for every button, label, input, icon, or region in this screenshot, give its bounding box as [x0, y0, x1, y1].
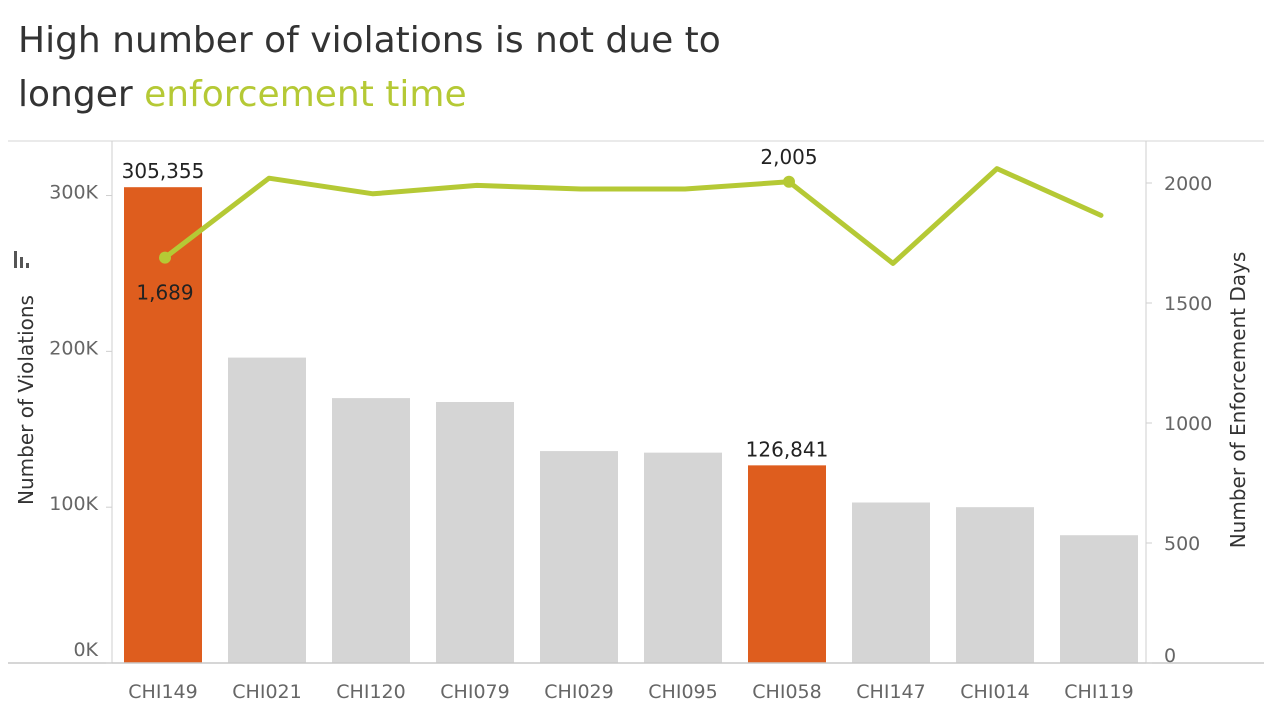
- line-point-chi058: [783, 175, 795, 188]
- left-tick-label: 100K: [49, 493, 98, 515]
- x-tick-label: CHI149: [128, 681, 197, 703]
- enforcement-days-line: [162, 166, 1104, 266]
- line-data-label: 2,005: [760, 145, 817, 169]
- line-data-label: 1,689: [136, 281, 193, 305]
- line-point-chi149: [159, 251, 171, 264]
- bar-chi021: [228, 357, 306, 663]
- right-tick-label: 500: [1164, 533, 1200, 555]
- title-line-1: High number of violations is not due to: [18, 20, 721, 61]
- x-tick-label: CHI014: [960, 681, 1029, 703]
- sort-icon-bar: [14, 251, 17, 268]
- x-tick-label: CHI079: [440, 681, 509, 703]
- x-tick-label: CHI021: [232, 681, 301, 703]
- x-tick-label: CHI120: [336, 681, 405, 703]
- bar-chi029: [540, 451, 618, 663]
- chart-title: High number of violations is not due to …: [18, 14, 721, 122]
- bar-chi149: [124, 187, 202, 663]
- bar-data-label: 126,841: [746, 437, 829, 461]
- left-axis-title: Number of Violations: [14, 295, 38, 505]
- x-tick-label: CHI119: [1064, 681, 1133, 703]
- title-highlight: enforcement time: [144, 74, 467, 115]
- right-axis-title: Number of Enforcement Days: [1226, 252, 1250, 549]
- title-line-2-plain: longer: [18, 74, 145, 115]
- title-line-2: longer enforcement time: [18, 68, 721, 122]
- right-tick-label: 1000: [1164, 413, 1212, 435]
- x-tick-label: CHI029: [544, 681, 613, 703]
- bar-chi120: [332, 398, 410, 663]
- x-tick-label: CHI095: [648, 681, 717, 703]
- right-tick-label: 1500: [1164, 293, 1212, 315]
- x-tick-label: CHI058: [752, 681, 821, 703]
- bar-chi147: [852, 502, 930, 663]
- left-tick-label: 300K: [49, 182, 98, 204]
- bar-data-label: 305,355: [122, 159, 205, 183]
- sort-icon-bar: [26, 263, 29, 268]
- bar-chi095: [644, 452, 722, 663]
- left-tick-label: 200K: [49, 337, 98, 359]
- x-tick-label: CHI147: [856, 681, 925, 703]
- bar-chi058: [748, 465, 826, 663]
- sort-icon-bar: [20, 257, 23, 268]
- left-tick-label: 0K: [73, 639, 98, 661]
- bar-chi014: [956, 507, 1034, 663]
- sort-icon[interactable]: [14, 251, 29, 268]
- bar-chi119: [1060, 535, 1138, 663]
- bar-chi079: [436, 402, 514, 663]
- right-tick-label: 2000: [1164, 173, 1212, 195]
- right-tick-label: 0: [1164, 645, 1176, 667]
